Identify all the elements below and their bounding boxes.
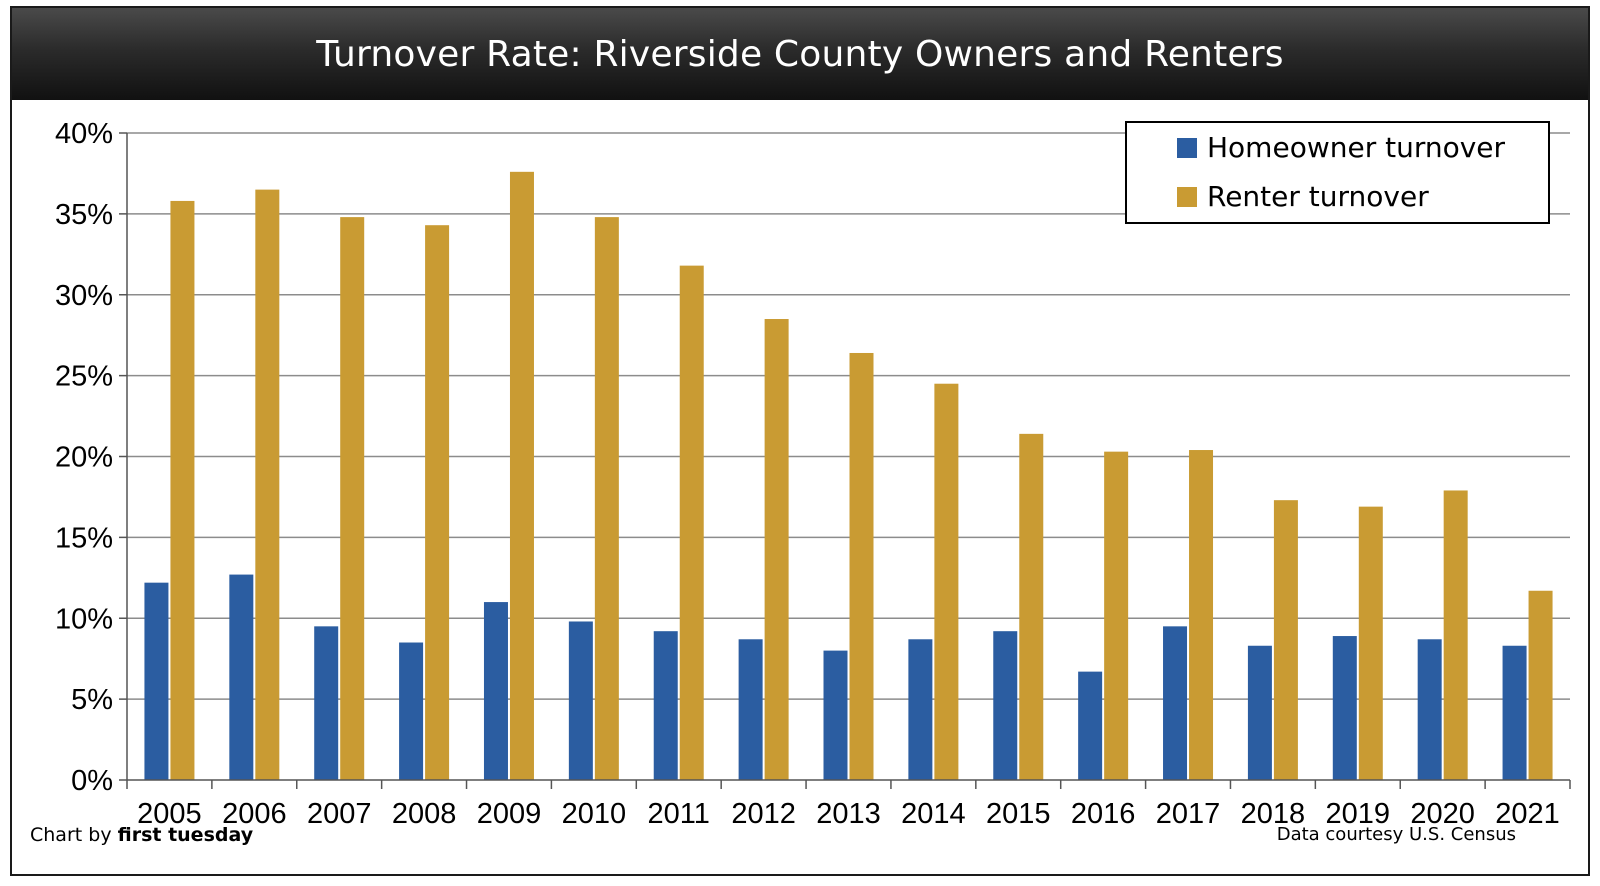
bar-homeowner-2014: [908, 639, 933, 780]
bar-renter-2015: [1019, 433, 1044, 780]
bar-renter-2013: [849, 352, 874, 780]
bar-homeowner-2019: [1332, 636, 1357, 780]
bar-homeowner-2013: [823, 650, 848, 780]
bar-homeowner-2021: [1502, 645, 1527, 780]
x-tick-label-2015: 2015: [986, 798, 1051, 830]
y-tick-label-40: 40%: [55, 118, 113, 150]
bar-renter-2010: [594, 217, 619, 781]
chart-credit-brand: first tuesday: [117, 824, 254, 846]
x-tick-label-2007: 2007: [307, 798, 372, 830]
x-tick-label-2008: 2008: [392, 798, 457, 830]
data-source-credit: Data courtesy U.S. Census: [1276, 824, 1516, 845]
bar-renter-2019: [1358, 506, 1383, 780]
x-tick-labels: 2005 2006 2007 2008 2009 2010 2011 2012 2013 2014…: [137, 798, 1560, 830]
bar-renter-2017: [1189, 450, 1214, 780]
chart-title: Turnover Rate: Riverside County Owners a…: [316, 33, 1284, 75]
legend-item-renter: Renter turnover: [1177, 180, 1429, 213]
y-tick-label-35: 35%: [55, 199, 113, 231]
bar-renter-2021: [1528, 590, 1553, 780]
x-tick-label-2020: 2020: [1410, 798, 1475, 830]
bar-homeowner-2008: [399, 642, 424, 780]
bar-renter-2005: [170, 200, 195, 780]
bar-homeowner-2005: [144, 582, 169, 780]
chart-credit-prefix: Chart by: [30, 824, 118, 846]
bar-renter-2009: [509, 171, 534, 780]
bar-renter-2006: [255, 189, 280, 781]
bar-homeowner-2018: [1247, 645, 1272, 780]
y-tick-labels: 0% 5% 10% 15% 20% 25% 30% 35% 40%: [55, 118, 113, 797]
y-tick-label-5: 5%: [71, 684, 113, 716]
bar-renter-2020: [1443, 490, 1468, 780]
axes: [119, 132, 1571, 789]
bar-homeowner-2010: [568, 621, 593, 780]
bar-homeowner-2009: [483, 602, 508, 780]
bar-homeowner-2020: [1417, 639, 1442, 780]
bar-homeowner-2016: [1078, 671, 1103, 780]
x-tick-label-2016: 2016: [1071, 798, 1136, 830]
x-tick-label-2011: 2011: [648, 798, 710, 830]
bar-homeowner-2006: [229, 574, 254, 780]
bar-homeowner-2017: [1163, 626, 1188, 780]
bar-homeowner-2011: [653, 631, 678, 780]
x-tick-label-2014: 2014: [901, 798, 966, 830]
bar-renter-2014: [934, 383, 959, 780]
y-tick-label-30: 30%: [55, 280, 113, 312]
y-tick-label-20: 20%: [55, 442, 113, 474]
bar-homeowner-2007: [314, 626, 339, 780]
y-tick-label-15: 15%: [55, 522, 113, 554]
title-bar: Turnover Rate: Riverside County Owners a…: [12, 8, 1588, 100]
x-tick-label-2009: 2009: [477, 798, 542, 830]
y-tick-label-10: 10%: [55, 603, 113, 635]
bar-renter-2007: [340, 217, 365, 781]
bar-renter-2016: [1104, 451, 1129, 780]
x-tick-label-2019: 2019: [1326, 798, 1391, 830]
legend-swatch-renter: [1177, 186, 1197, 207]
bar-homeowner-2015: [993, 631, 1018, 780]
y-tick-label-25: 25%: [55, 361, 113, 393]
bars: [144, 171, 1553, 781]
x-tick-label-2013: 2013: [816, 798, 881, 830]
x-tick-label-2006: 2006: [222, 798, 287, 830]
chart-credit: Chart by first tuesday: [30, 824, 253, 846]
bar-renter-2018: [1273, 500, 1298, 780]
x-tick-label-2010: 2010: [562, 798, 627, 830]
legend-item-homeowner: Homeowner turnover: [1177, 131, 1505, 164]
bar-renter-2008: [425, 225, 450, 780]
bar-renter-2012: [764, 319, 789, 780]
x-tick-label-2021: 2021: [1495, 798, 1560, 830]
bar-renter-2011: [679, 265, 704, 780]
legend: Homeowner turnover Renter turnover: [1125, 121, 1550, 224]
x-tick-label-2012: 2012: [731, 798, 796, 830]
legend-label-renter: Renter turnover: [1207, 180, 1429, 213]
legend-swatch-homeowner: [1177, 137, 1197, 158]
x-tick-label-2018: 2018: [1241, 798, 1306, 830]
bar-homeowner-2012: [738, 639, 763, 780]
y-tick-label-0: 0%: [71, 765, 113, 797]
x-tick-label-2017: 2017: [1156, 798, 1221, 830]
x-tick-label-2005: 2005: [137, 798, 202, 830]
legend-label-homeowner: Homeowner turnover: [1207, 131, 1506, 164]
